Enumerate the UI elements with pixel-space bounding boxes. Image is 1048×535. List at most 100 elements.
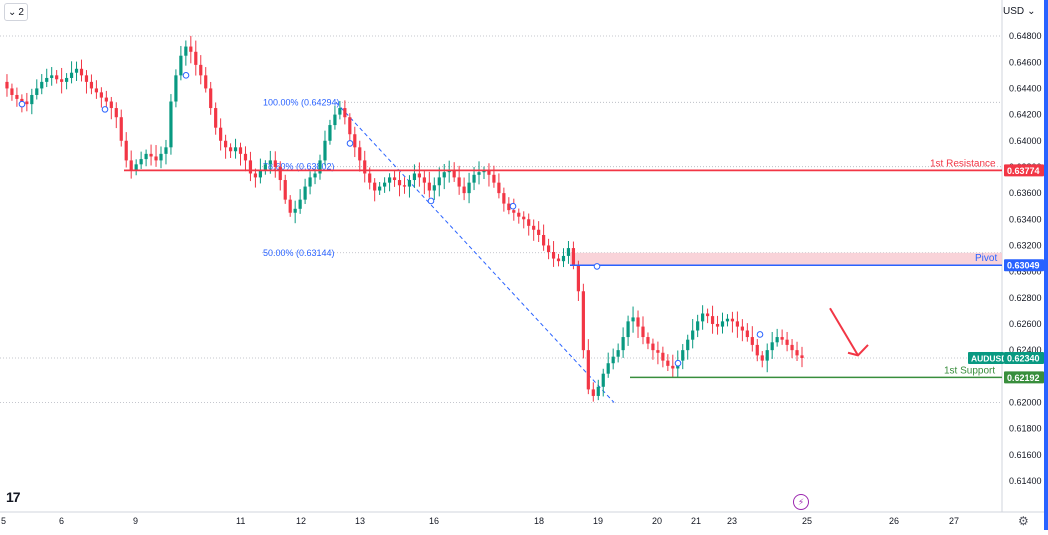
candle-body: [760, 355, 764, 361]
candle-body: [800, 355, 804, 358]
candle-body: [581, 291, 585, 351]
candle-body: [427, 182, 431, 191]
candle-body: [64, 77, 69, 82]
gear-icon[interactable]: ⚙: [1018, 514, 1029, 528]
candle-body: [288, 199, 292, 213]
level-price-tag: [1004, 164, 1044, 177]
y-tick-label: 0.62800: [1009, 293, 1042, 303]
currency-selector[interactable]: USD ⌄: [1003, 3, 1043, 19]
x-tick-label: 18: [534, 516, 544, 526]
current-price-tag: [1004, 351, 1044, 364]
x-tick-label: 23: [727, 516, 737, 526]
fib-level-label: 78.60% (0.63802): [263, 162, 335, 172]
candle-body: [790, 344, 794, 351]
candle-body: [636, 317, 640, 327]
candle-body: [228, 147, 233, 152]
candle-body: [556, 258, 561, 262]
candle-body: [765, 350, 769, 361]
candle-body: [323, 140, 327, 161]
candle-body: [313, 173, 317, 178]
candle-body: [537, 229, 541, 235]
symbol-tag: [968, 351, 1004, 364]
candle-body: [99, 92, 103, 98]
marker-dot: [18, 100, 26, 108]
interval-chevron-icon: ⌄: [8, 6, 17, 18]
candle-body: [50, 75, 54, 78]
candle-body: [596, 386, 600, 396]
candle-body: [701, 313, 705, 322]
candle-body: [55, 75, 59, 80]
candle-body: [482, 170, 486, 173]
candle-body: [686, 339, 690, 351]
x-tick-label: 11: [236, 516, 245, 526]
current-price-label: 0.62340: [1007, 353, 1040, 363]
candle-body: [383, 182, 387, 187]
y-tick-label: 0.64000: [1009, 136, 1042, 146]
candle-body: [258, 169, 262, 178]
candle-body: [611, 356, 615, 364]
x-tick-label: 16: [429, 516, 439, 526]
candle-body: [527, 219, 531, 226]
candle-body: [273, 160, 277, 167]
y-tick-label: 0.62400: [1009, 345, 1042, 355]
down-arrow-shaft: [829, 307, 859, 356]
candle-body: [795, 350, 799, 356]
candle-body: [343, 108, 347, 118]
y-tick-label: 0.61800: [1009, 424, 1042, 434]
candle-body: [576, 265, 580, 292]
candle-body: [710, 316, 715, 324]
candle-body: [149, 153, 153, 157]
y-tick-label: 0.62600: [1009, 319, 1042, 329]
candle-body: [705, 313, 710, 317]
candle-body: [467, 182, 471, 194]
candle-body: [492, 174, 496, 183]
candle-body: [566, 248, 571, 256]
candle-body: [725, 318, 730, 322]
level-price-label: 0.63774: [1007, 166, 1040, 176]
x-tick-label: 19: [593, 516, 603, 526]
candle-body: [412, 173, 417, 181]
marker-dot: [182, 72, 190, 79]
candle-body: [243, 153, 248, 161]
candle-body: [606, 363, 610, 374]
candle-body: [348, 117, 352, 135]
y-tick-label: 0.64800: [1009, 31, 1042, 41]
x-tick-label: 27: [949, 516, 959, 526]
marker-dot: [509, 202, 517, 210]
candle-body: [134, 164, 138, 170]
candle-body: [457, 177, 461, 187]
candle-body: [720, 321, 725, 327]
candle-body: [248, 160, 253, 174]
y-tick-label: 0.61600: [1009, 450, 1042, 460]
candle-body: [671, 365, 675, 369]
candle-body: [432, 185, 436, 191]
candle-body: [268, 160, 272, 165]
candle-body: [353, 134, 357, 148]
candle-body: [392, 177, 397, 181]
candle-body: [646, 337, 650, 344]
candle-body: [586, 350, 590, 390]
candle-body: [591, 389, 595, 396]
candle-body: [621, 337, 625, 351]
candle-body: [571, 248, 576, 266]
candle-body: [631, 317, 635, 322]
interval-button[interactable]: ⌄ 2: [4, 3, 28, 21]
candle-body: [387, 177, 392, 183]
candle-body: [199, 64, 203, 76]
lightning-icon[interactable]: ⚡: [793, 494, 809, 510]
candle-body: [397, 180, 402, 186]
candle-body: [79, 68, 84, 76]
candle-body: [144, 153, 148, 160]
candle-body: [233, 147, 238, 152]
candle-body: [30, 94, 34, 105]
candle-body: [253, 173, 258, 178]
candle-body: [532, 225, 536, 230]
level-price-tag: [1004, 371, 1044, 384]
candle-body: [512, 210, 516, 213]
candle-body: [194, 51, 198, 65]
candle-body: [278, 166, 282, 181]
candle-body: [318, 160, 322, 174]
candle-body: [15, 94, 19, 99]
